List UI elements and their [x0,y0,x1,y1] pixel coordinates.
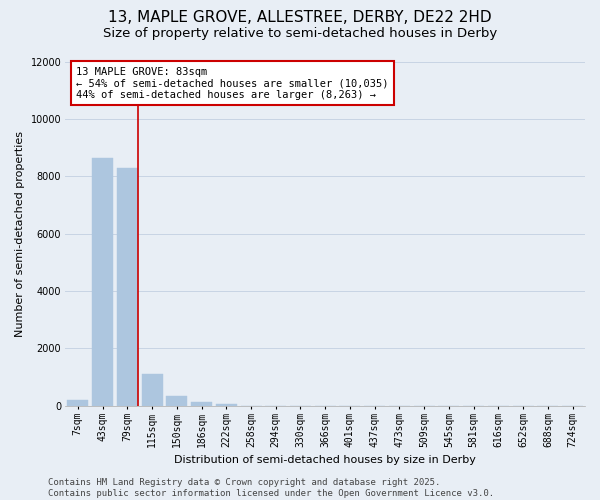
Bar [67,400,88,406]
Bar [216,404,237,406]
Bar [191,402,212,406]
Bar [117,168,138,406]
Text: Size of property relative to semi-detached houses in Derby: Size of property relative to semi-detach… [103,28,497,40]
Text: 13, MAPLE GROVE, ALLESTREE, DERBY, DE22 2HD: 13, MAPLE GROVE, ALLESTREE, DERBY, DE22 … [108,10,492,25]
Bar [92,158,113,406]
Text: Contains HM Land Registry data © Crown copyright and database right 2025.
Contai: Contains HM Land Registry data © Crown c… [48,478,494,498]
Bar [142,374,163,406]
Bar [166,396,187,406]
Text: 13 MAPLE GROVE: 83sqm
← 54% of semi-detached houses are smaller (10,035)
44% of : 13 MAPLE GROVE: 83sqm ← 54% of semi-deta… [76,66,388,100]
X-axis label: Distribution of semi-detached houses by size in Derby: Distribution of semi-detached houses by … [174,455,476,465]
Y-axis label: Number of semi-detached properties: Number of semi-detached properties [15,130,25,336]
